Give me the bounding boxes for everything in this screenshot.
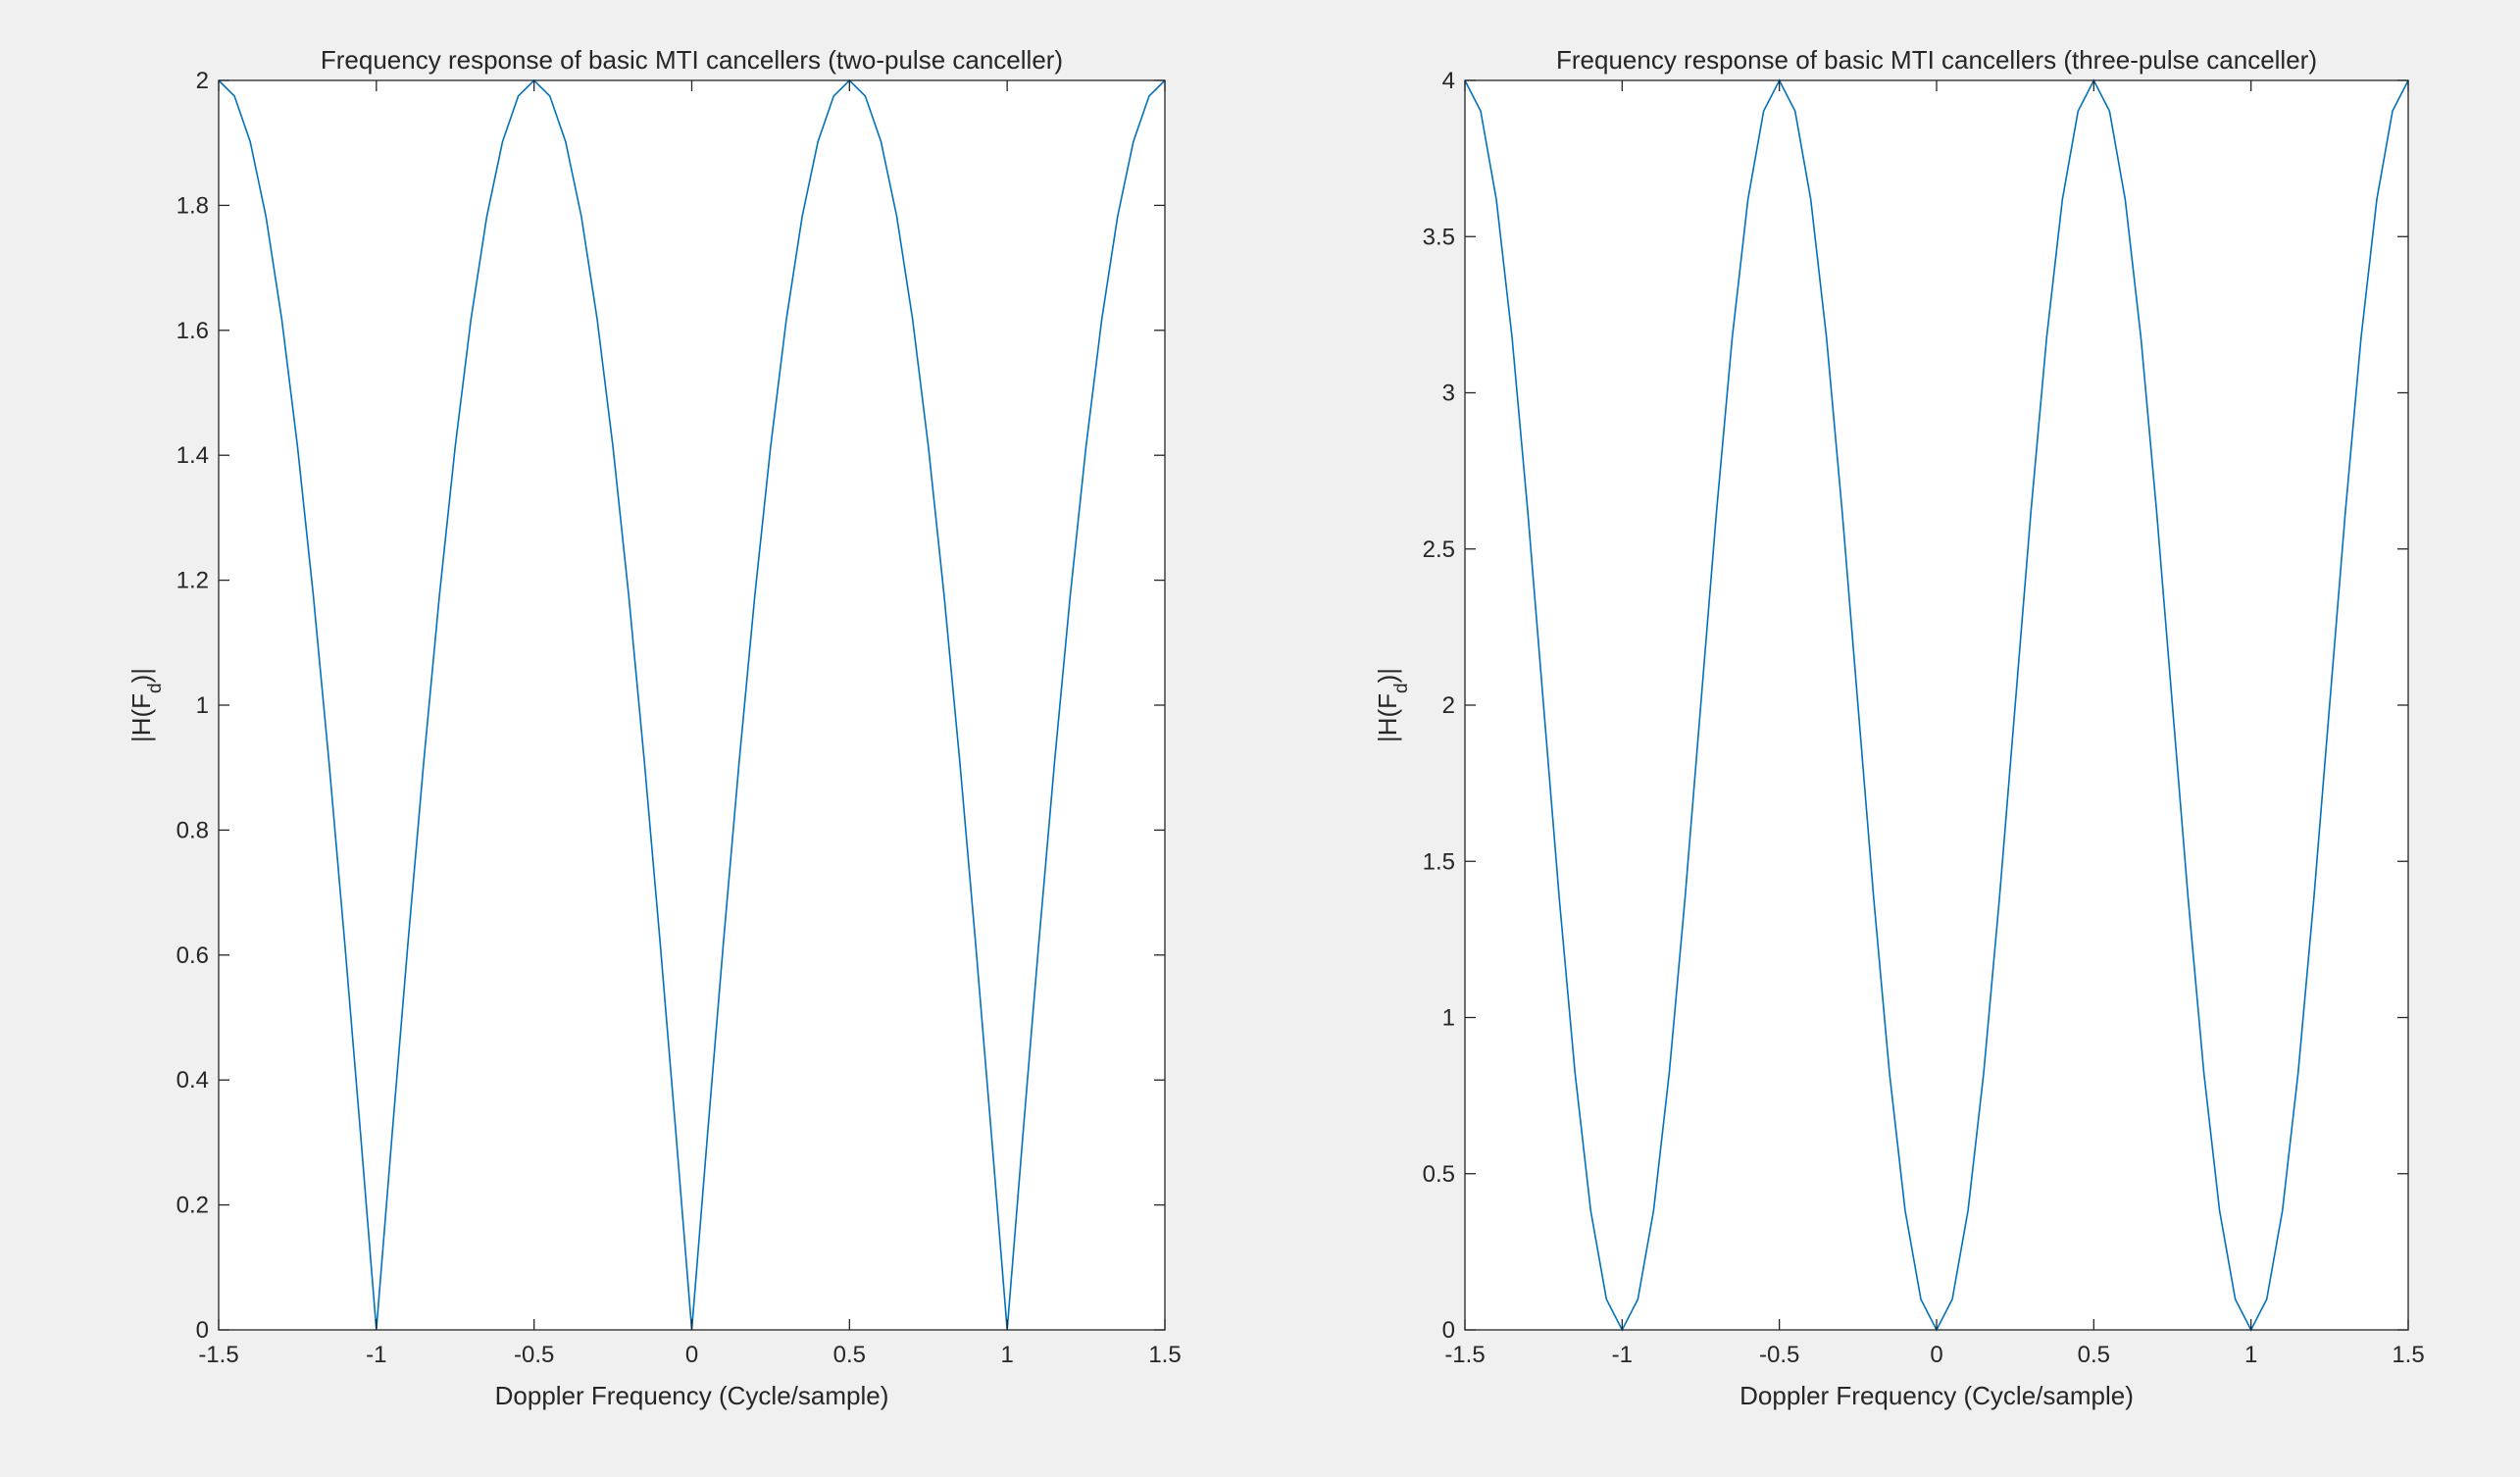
x-tick-label: -0.5 [1759, 1342, 1799, 1368]
x-tick-label: 0.5 [833, 1342, 866, 1368]
y-tick-label: 0.5 [1423, 1161, 1455, 1188]
chart-title: Frequency response of basic MTI cancelle… [321, 45, 1063, 75]
x-tick-label: -1 [1612, 1342, 1633, 1368]
y-tick-label: 2.5 [1423, 536, 1455, 563]
x-tick-label: 0 [1930, 1342, 1942, 1368]
y-tick-label: 1.5 [1423, 848, 1455, 875]
x-tick-label: -1 [366, 1342, 386, 1368]
x-tick-label: 0 [685, 1342, 698, 1368]
y-tick-label: 0.6 [176, 942, 209, 969]
x-tick-label: 1.5 [1148, 1342, 1181, 1368]
x-axis-label: Doppler Frequency (Cycle/sample) [495, 1381, 889, 1410]
y-tick-label: 1.6 [176, 318, 209, 344]
y-tick-label: 1 [196, 692, 209, 719]
y-axis-label: |H(Fd)| [126, 668, 166, 742]
plot-area [219, 80, 1165, 1330]
y-tick-label: 1.8 [176, 192, 209, 219]
y-tick-label: 0.8 [176, 817, 209, 843]
y-tick-label: 1 [1442, 1005, 1455, 1032]
y-tick-label: 1.2 [176, 568, 209, 594]
x-tick-label: -1.5 [198, 1342, 238, 1368]
y-tick-label: 1.4 [176, 442, 209, 469]
plots-layer: -1.5 -1 -0.5 0 0.5 1 1.5 0 0.2 0.4 0.6 0.8 1 1.2 1.4 1.… [126, 45, 2425, 1410]
x-tick-label: 0.5 [2078, 1342, 2110, 1368]
x-tick-label: 1.5 [2392, 1342, 2424, 1368]
x-tick-label: -1.5 [1444, 1342, 1485, 1368]
y-tick-label: 3 [1442, 381, 1455, 407]
y-tick-label: 2 [1442, 692, 1455, 719]
y-tick-label: 2 [196, 68, 209, 94]
x-axis-label: Doppler Frequency (Cycle/sample) [1739, 1381, 2134, 1410]
y-tick-label: 0.2 [176, 1193, 209, 1219]
y-axis-label: |H(Fd)| [1373, 668, 1412, 742]
y-tick-label: 3.5 [1423, 224, 1455, 250]
chart-title: Frequency response of basic MTI cancelle… [1556, 45, 2317, 75]
x-tick-label: 1 [1000, 1342, 1013, 1368]
y-tick-label: 0 [196, 1317, 209, 1344]
chart-2: -1.5 -1 -0.5 0 0.5 1 1.5 0 0.5 1 1.5 2 2.5 3 3.5 4 Frequ… [1373, 45, 2425, 1410]
y-tick-label: 4 [1442, 68, 1455, 94]
plot-area [1465, 80, 2408, 1330]
x-tick-label: 1 [2244, 1342, 2257, 1368]
x-tick-label: -0.5 [514, 1342, 554, 1368]
chart-1: -1.5 -1 -0.5 0 0.5 1 1.5 0 0.2 0.4 0.6 0.8 1 1.2 1.4 1.… [126, 45, 1182, 1410]
y-tick-label: 0.4 [176, 1067, 209, 1094]
y-tick-label: 0 [1442, 1317, 1455, 1344]
